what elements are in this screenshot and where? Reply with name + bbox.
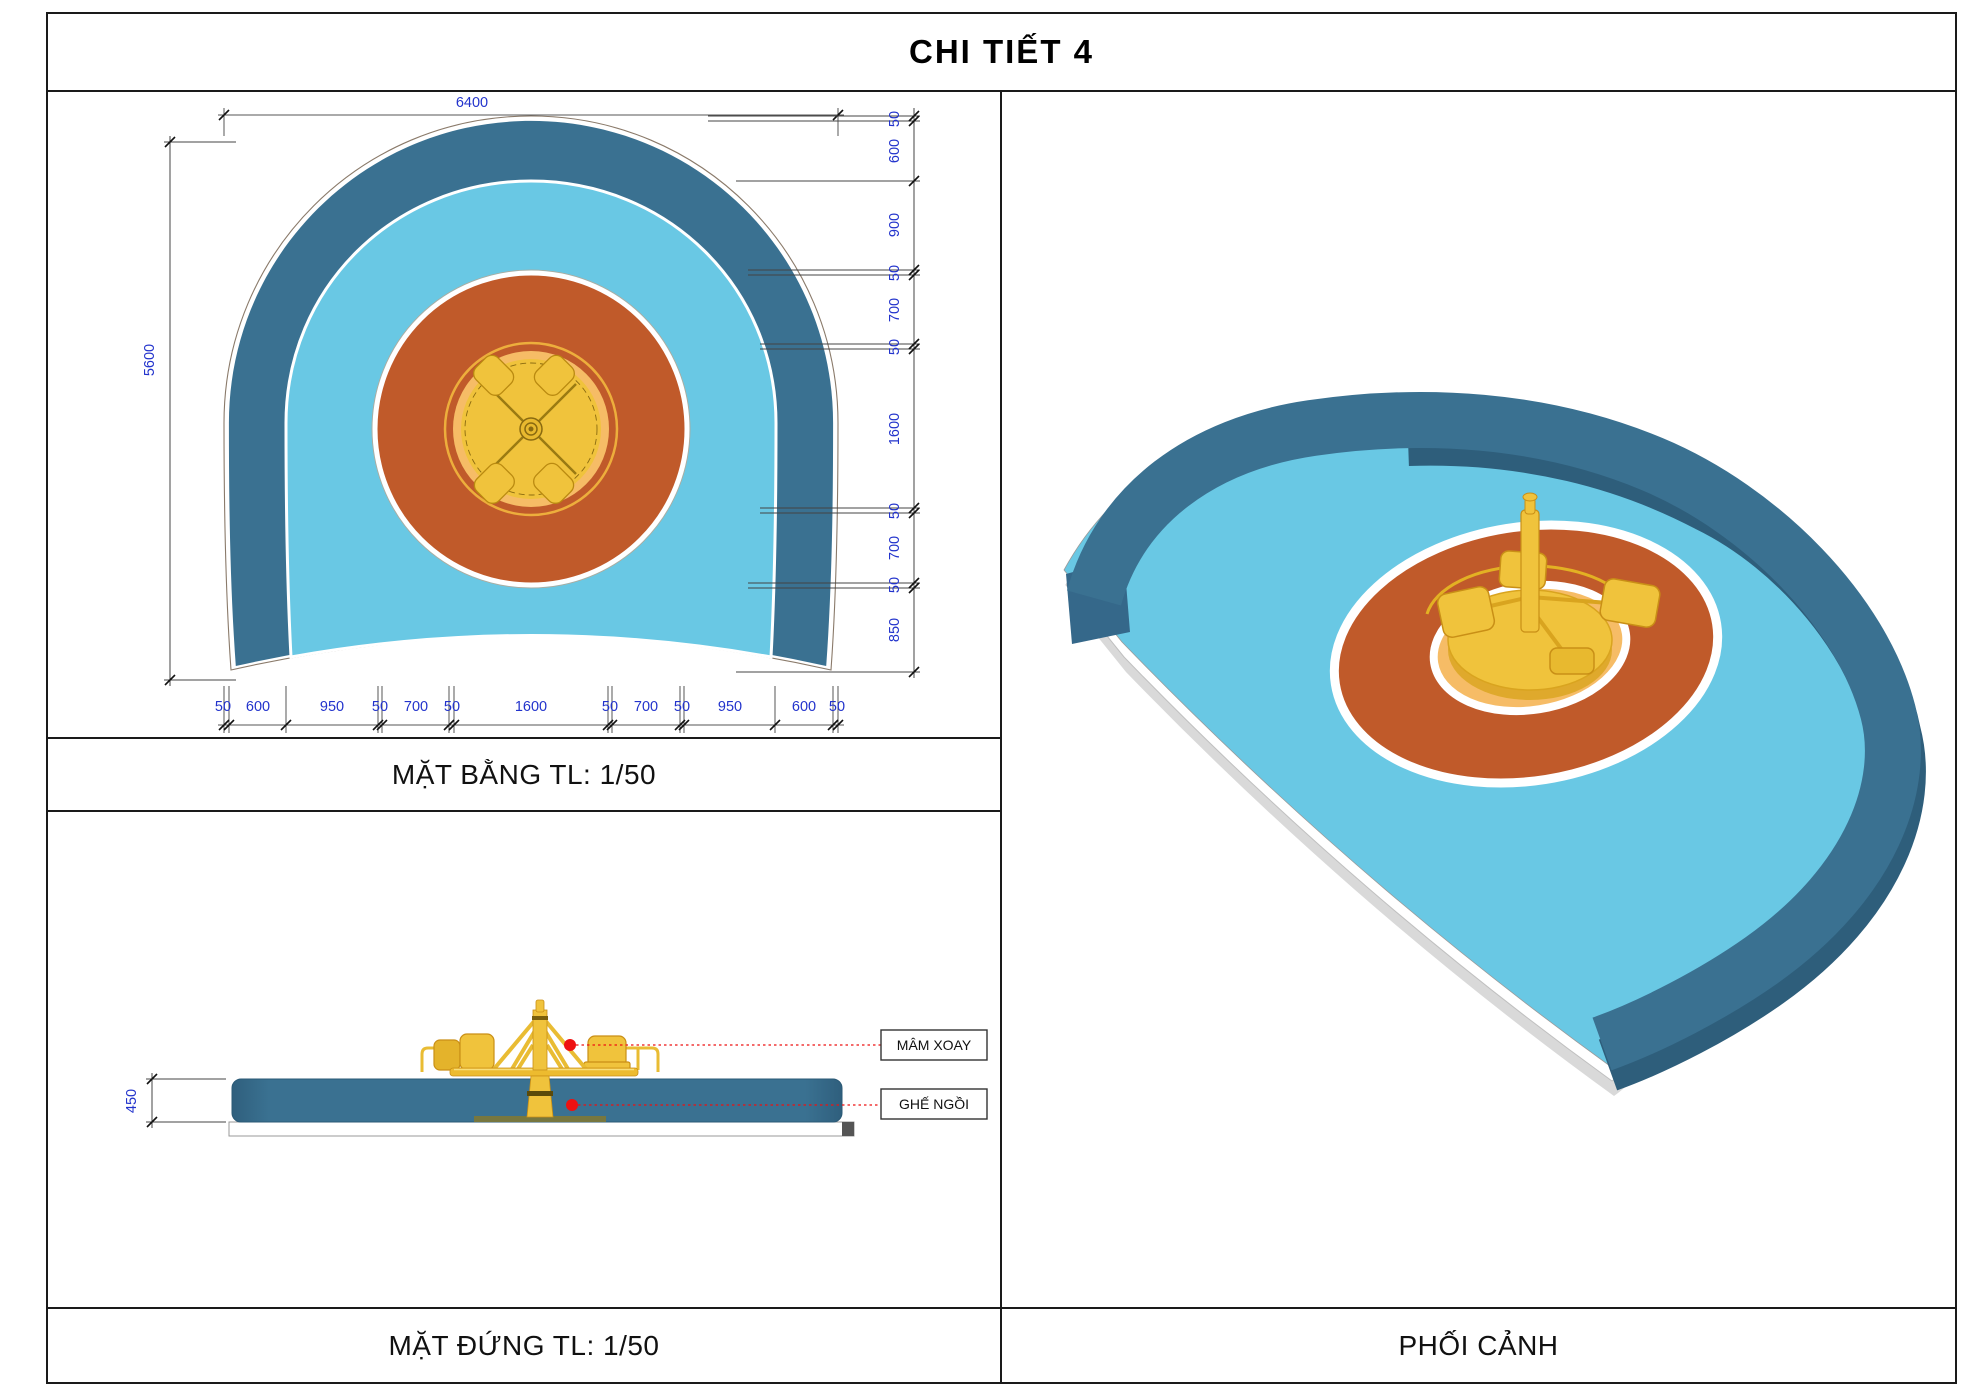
right-column: PHỐI CẢNH [1002, 92, 1955, 1382]
callout-box [880, 1088, 988, 1120]
dim-label: 50 [887, 111, 903, 127]
carousel-seats [473, 354, 575, 504]
ticks [908, 110, 920, 678]
plan-dim-right: 50 600 900 50 700 50 1600 50 700 50 850 [708, 108, 920, 678]
perspective-caption: PHỐI CẢNH [1398, 1329, 1559, 1361]
title-bar: CHI TIẾT 4 [48, 14, 1955, 92]
elev-dim-height: 450 [124, 1073, 226, 1128]
callout-box [880, 1029, 988, 1061]
base-end-cap [842, 1122, 854, 1136]
dim-label: 900 [887, 213, 903, 237]
plan-caption-bar: MẶT BẰNG TL: 1/50 [48, 737, 1000, 812]
leader-dot [566, 1099, 578, 1111]
elevation-view-panel: 450 MÂM XOAY GHẾ NGỒI [48, 812, 1000, 1307]
left-column: 6400 5600 [48, 92, 1002, 1382]
perspective-caption-bar: PHỐI CẢNH [1002, 1307, 1955, 1382]
dim-label: 700 [887, 298, 903, 322]
elevation-caption: MẶT ĐỨNG TL: 1/50 [388, 1329, 660, 1361]
dim-label: 700 [887, 536, 903, 560]
plan-dim-left: 5600 [142, 136, 236, 686]
plan-carousel [443, 341, 619, 517]
dim-label: 850 [887, 618, 903, 642]
elev-base-strip [228, 1121, 855, 1137]
plan-view-panel: 6400 5600 [48, 92, 1000, 737]
sheet-body: 6400 5600 [48, 92, 1955, 1382]
ticks [218, 719, 844, 731]
sheet-frame: CHI TIẾT 4 [46, 12, 1957, 1384]
elevation-caption-bar: MẶT ĐỨNG TL: 1/50 [48, 1307, 1000, 1382]
dim-label: 50 [602, 699, 618, 715]
leader-dot [564, 1039, 576, 1051]
dim-label: 600 [792, 699, 816, 715]
carousel-seats-side [433, 1033, 631, 1071]
perspective-view-panel [1002, 92, 1955, 1307]
elev-callouts: MÂM XOAY GHẾ NGỒI [564, 1029, 988, 1120]
plan-dim-top: 6400 [218, 95, 844, 136]
carousel-base-pad [474, 1116, 606, 1122]
dim-label: 50 [372, 699, 388, 715]
dim-label: 700 [634, 699, 658, 715]
dim-label: 6400 [456, 95, 488, 111]
dim-label: 50 [887, 577, 903, 593]
dim-label: 50 [887, 339, 903, 355]
dim-label: 50 [887, 503, 903, 519]
dim-label: 50 [674, 699, 690, 715]
sheet-title: CHI TIẾT 4 [908, 33, 1095, 70]
dim-label: 700 [404, 699, 428, 715]
dim-label: 600 [246, 699, 270, 715]
dim-label: 5600 [142, 344, 158, 376]
dim-label: 950 [320, 699, 344, 715]
plan-caption: MẶT BẰNG TL: 1/50 [391, 758, 657, 790]
perspective-drawing [1063, 92, 1955, 1096]
dim-label: 50 [215, 699, 231, 715]
dim-label: 600 [887, 139, 903, 163]
dim-label: 50 [444, 699, 460, 715]
dim-label: 50 [829, 699, 845, 715]
plan-view-drawing: 6400 5600 [142, 95, 920, 733]
dim-label: 450 [124, 1089, 140, 1113]
persp-carousel [1425, 492, 1661, 700]
callout-label: MÂM XOAY [897, 1037, 972, 1053]
carousel-hub [519, 417, 543, 441]
dim-label: 950 [718, 699, 742, 715]
carousel-pole-3d [1520, 492, 1540, 633]
dim-label: 1600 [515, 699, 547, 715]
carousel-pole [526, 999, 554, 1118]
callout-label: GHẾ NGỒI [899, 1095, 969, 1112]
extension-lines [708, 115, 920, 673]
dim-label: 50 [887, 265, 903, 281]
elevation-drawing: 450 MÂM XOAY GHẾ NGỒI [124, 999, 988, 1137]
dim-label: 1600 [887, 413, 903, 445]
plan-dim-bottom: 50 600 950 50 700 50 1600 50 700 50 950 … [215, 686, 845, 733]
